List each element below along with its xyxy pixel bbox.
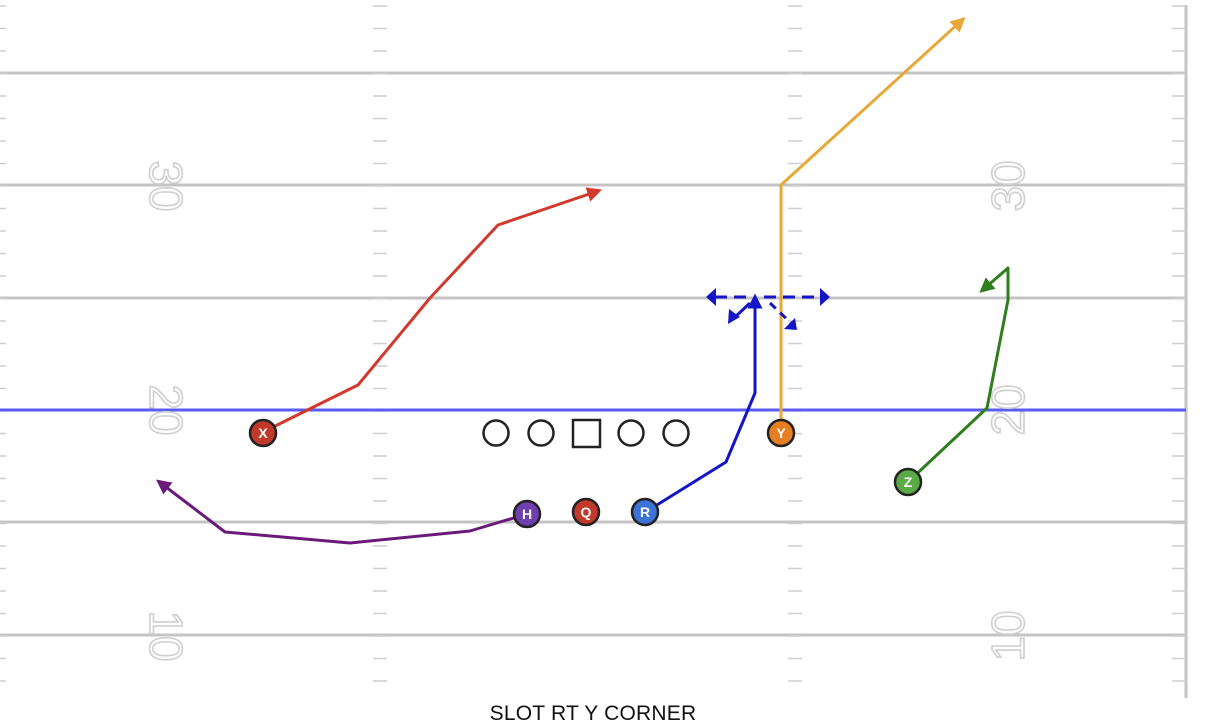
- option-arrowheads: [706, 288, 830, 330]
- lineman: [662, 419, 690, 447]
- option-reads: [710, 295, 826, 326]
- yard-number: 20: [140, 384, 192, 435]
- arrowhead-diag-right: [784, 318, 797, 330]
- player-r-marker: [630, 497, 660, 527]
- arrowhead-right: [820, 288, 830, 306]
- player-q-label: Q: [581, 504, 592, 520]
- player-z-marker: [893, 467, 923, 497]
- play-name: SLOT RT Y CORNER: [489, 702, 697, 725]
- offensive-line: [482, 418, 690, 449]
- player-h-marker: [512, 499, 542, 529]
- player-r-label: R: [640, 504, 650, 520]
- h-route: [156, 479, 529, 545]
- skill-players: X H Q R Y Z: [248, 418, 923, 529]
- player-q-marker: [571, 497, 601, 527]
- x-route: [261, 187, 603, 434]
- player-h: H: [512, 499, 542, 529]
- arrowhead-diag-left: [728, 309, 740, 324]
- yard-number: 10: [140, 610, 192, 661]
- arrowhead-left: [706, 288, 716, 306]
- player-y-marker: [766, 418, 796, 448]
- player-z: Z: [893, 467, 923, 497]
- player-y: Y: [766, 418, 796, 448]
- lineman: [527, 419, 555, 447]
- lineman: [482, 419, 510, 447]
- yard-number: 30: [982, 160, 1034, 211]
- y-route: [779, 16, 966, 434]
- yard-number: 10: [982, 610, 1034, 661]
- player-q: Q: [571, 497, 601, 527]
- player-r: R: [630, 497, 660, 527]
- r-route: [642, 293, 763, 515]
- routes: [156, 16, 1010, 545]
- player-x-label: X: [258, 425, 268, 441]
- z-route: [906, 266, 1010, 484]
- player-x-marker: [248, 418, 278, 448]
- yard-number: 20: [982, 384, 1034, 435]
- player-y-label: Y: [776, 425, 786, 441]
- yard-numbers: 30 30 20 20 10 10: [139, 160, 1035, 663]
- yard-number: 30: [140, 160, 192, 211]
- hash-marks: [0, 5, 1186, 682]
- player-z-label: Z: [904, 474, 913, 490]
- yard-lines: [0, 71, 1186, 637]
- option-read-diag-right: [768, 301, 794, 326]
- center: [571, 418, 602, 449]
- player-x: X: [248, 418, 278, 448]
- player-h-label: H: [522, 506, 532, 522]
- lineman: [617, 419, 645, 447]
